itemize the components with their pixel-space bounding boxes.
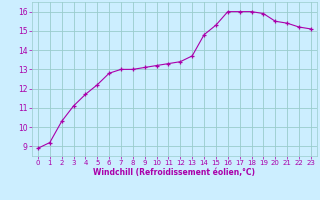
X-axis label: Windchill (Refroidissement éolien,°C): Windchill (Refroidissement éolien,°C) [93, 168, 255, 177]
